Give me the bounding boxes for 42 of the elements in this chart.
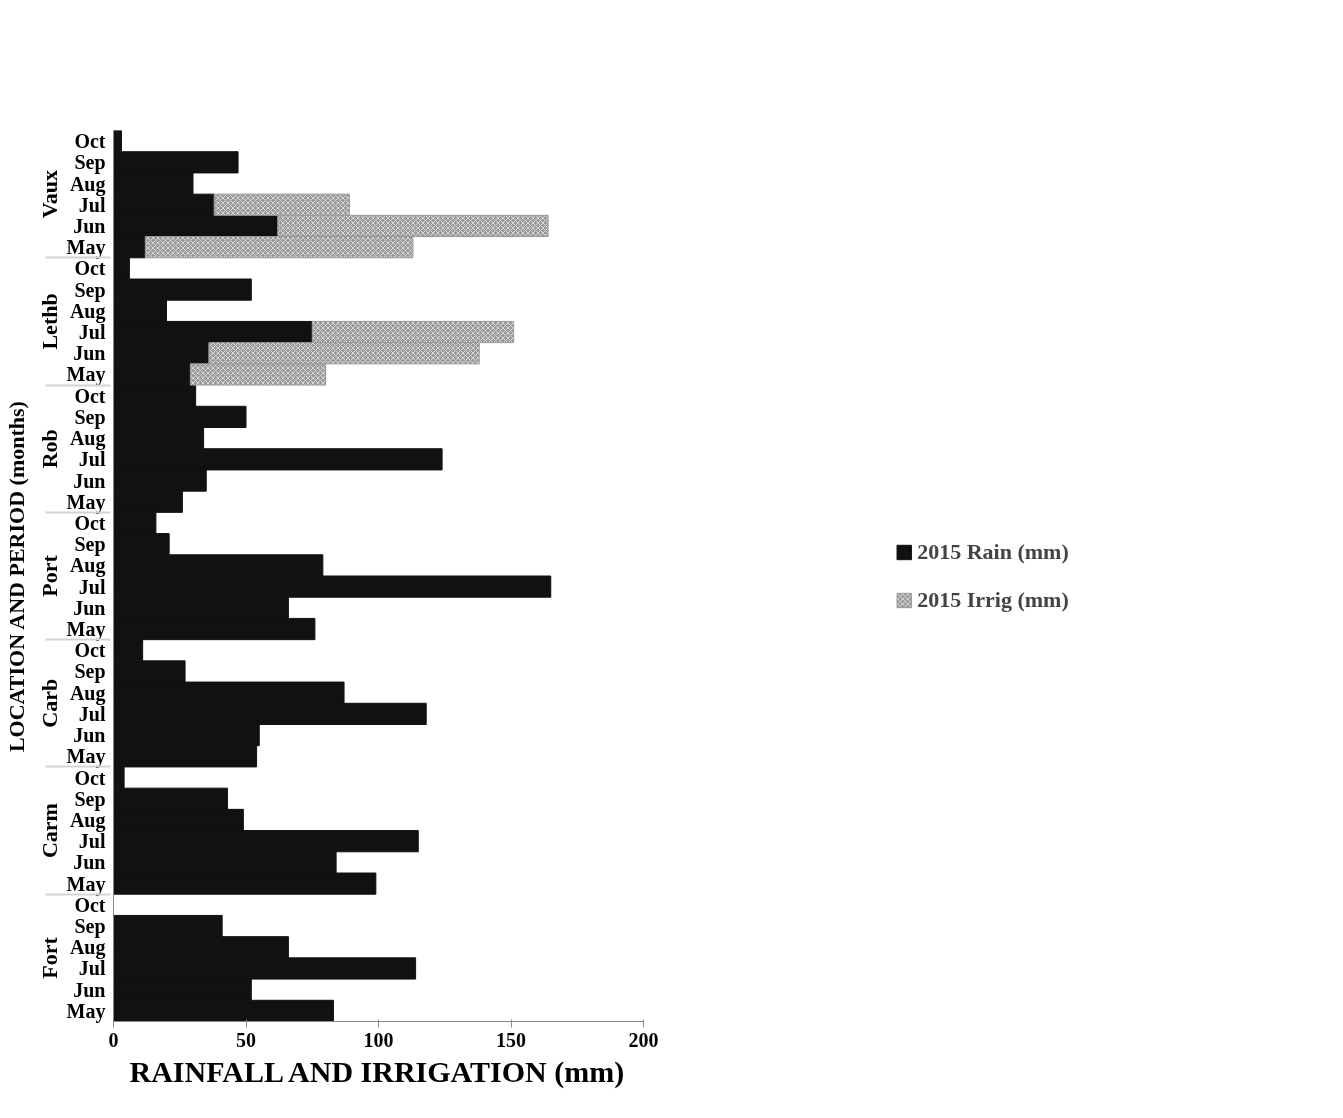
y-tick-label: Sep [74, 660, 106, 684]
y-tick-label: Sep [74, 533, 106, 557]
y-axis-title: LOCATION AND PERIOD (months) [3, 401, 29, 753]
x-tick-label: 150 [496, 1028, 526, 1051]
y-tick-label: May [66, 745, 106, 769]
y-tick-label: Sep [74, 278, 106, 302]
text: Fort [36, 936, 62, 979]
y-tick-label: Oct [74, 639, 106, 662]
y-tick-label: Oct [74, 130, 106, 153]
y-tick-label: Jun [73, 214, 106, 237]
y-tick-label: Jun [73, 342, 106, 365]
text: Lethb [36, 293, 62, 350]
y-tick-label: Sep [74, 915, 106, 939]
y-tick-label: Oct [74, 766, 106, 789]
x-tick-label: 100 [363, 1028, 394, 1051]
legend-label: 2015 Irrig (mm) [917, 586, 1069, 613]
text: Port [36, 554, 62, 597]
x-tick-label: 0 [108, 1028, 119, 1051]
text: Rob [36, 429, 62, 469]
x-axis-title: RAINFALL AND IRRIGATION (mm) [129, 1054, 625, 1089]
y-tick-label: Jun [73, 978, 106, 1001]
y-tick-label: Oct [74, 257, 106, 280]
y-tick-label: Jun [73, 596, 106, 619]
y-tick-label: Oct [74, 384, 106, 407]
y-tick-label: Jun [73, 469, 106, 492]
y-tick-label: May [66, 618, 106, 642]
y-tick-label: May [66, 363, 106, 387]
x-tick-label: 50 [236, 1028, 256, 1051]
text: Carm [36, 803, 62, 859]
y-tick-label: May [66, 872, 106, 896]
y-tick-label: Jun [73, 724, 106, 747]
y-tick-label: Sep [74, 405, 106, 429]
y-tick-label: May [66, 490, 106, 514]
y-tick-label: Sep [74, 787, 106, 811]
text: Vaux [36, 170, 62, 219]
text: Carb [36, 678, 62, 728]
y-tick-label: Sep [74, 151, 106, 175]
y-tick-label: May [66, 999, 106, 1023]
legend-label: 2015 Rain (mm) [917, 538, 1069, 565]
y-tick-label: Jun [73, 851, 106, 874]
y-tick-label: May [66, 236, 106, 260]
x-tick-label: 200 [628, 1028, 659, 1051]
